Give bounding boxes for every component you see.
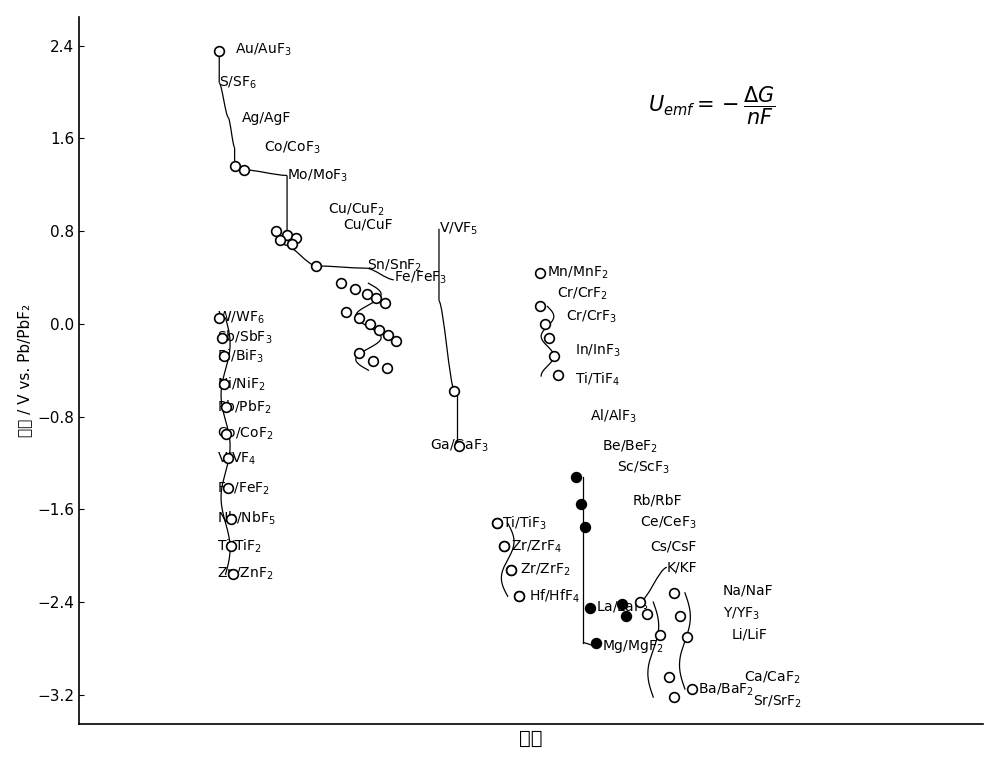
Text: Zn/ZnF$_2$: Zn/ZnF$_2$: [217, 566, 273, 582]
Text: Rb/RbF: Rb/RbF: [632, 493, 682, 507]
Text: Ti/TiF$_2$: Ti/TiF$_2$: [217, 538, 261, 555]
Text: Co/CoF$_2$: Co/CoF$_2$: [217, 426, 273, 442]
Text: Zr/ZrF$_4$: Zr/ZrF$_4$: [511, 539, 562, 555]
Text: Sb/SbF$_3$: Sb/SbF$_3$: [217, 329, 272, 347]
Text: Li/LiF: Li/LiF: [732, 627, 768, 642]
Text: Ba/BaF$_2$: Ba/BaF$_2$: [698, 682, 755, 698]
Text: K/KF: K/KF: [667, 560, 697, 575]
Text: Nb/NbF$_5$: Nb/NbF$_5$: [217, 510, 275, 527]
Text: Ga/GaF$_3$: Ga/GaF$_3$: [430, 438, 489, 454]
Text: Cu/CuF$_2$: Cu/CuF$_2$: [328, 202, 385, 219]
Text: $U_{emf} = -\dfrac{\Delta G}{nF}$: $U_{emf} = -\dfrac{\Delta G}{nF}$: [648, 85, 776, 127]
Text: Sr/SrF$_2$: Sr/SrF$_2$: [753, 694, 802, 710]
Text: Mo/MoF$_3$: Mo/MoF$_3$: [287, 168, 348, 184]
Text: Ca/CaF$_2$: Ca/CaF$_2$: [744, 669, 800, 685]
Text: Fe/FeF$_3$: Fe/FeF$_3$: [394, 269, 447, 285]
Text: Bi/BiF$_3$: Bi/BiF$_3$: [217, 347, 263, 365]
Text: Zr/ZrF$_2$: Zr/ZrF$_2$: [520, 562, 571, 578]
Text: La/LaF$_3$: La/LaF$_3$: [596, 600, 649, 616]
Text: Co/CoF$_3$: Co/CoF$_3$: [264, 139, 321, 156]
Text: Ag/AgF: Ag/AgF: [242, 110, 291, 125]
Text: Ni/NiF$_2$: Ni/NiF$_2$: [217, 376, 265, 393]
Text: V/VF$_5$: V/VF$_5$: [439, 220, 478, 237]
Text: Ti/TiF$_4$: Ti/TiF$_4$: [575, 371, 620, 388]
Text: Hf/HfF$_4$: Hf/HfF$_4$: [529, 588, 580, 605]
Text: Fe/FeF$_2$: Fe/FeF$_2$: [217, 480, 270, 496]
Text: S/SF$_6$: S/SF$_6$: [219, 74, 257, 91]
Text: Sn/SnF$_2$: Sn/SnF$_2$: [367, 258, 422, 274]
Text: In/InF$_3$: In/InF$_3$: [575, 342, 621, 359]
Text: Be/BeF$_2$: Be/BeF$_2$: [602, 438, 658, 455]
Text: Cs/CsF: Cs/CsF: [651, 539, 697, 553]
Text: Cr/CrF$_3$: Cr/CrF$_3$: [566, 309, 617, 325]
Text: Mn/MnF$_2$: Mn/MnF$_2$: [547, 265, 609, 281]
Text: Cr/CrF$_2$: Cr/CrF$_2$: [557, 285, 607, 302]
Text: Y/YF$_3$: Y/YF$_3$: [723, 605, 760, 622]
Text: Na/NaF: Na/NaF: [723, 584, 774, 597]
Text: W/WF$_6$: W/WF$_6$: [217, 310, 264, 326]
Y-axis label: 电位 / V vs. Pb/PbF₂: 电位 / V vs. Pb/PbF₂: [17, 304, 32, 437]
Text: V/VF$_4$: V/VF$_4$: [217, 450, 256, 467]
X-axis label: 材料: 材料: [519, 729, 543, 748]
Text: Cu/CuF: Cu/CuF: [343, 217, 393, 231]
Text: Au/AuF$_3$: Au/AuF$_3$: [235, 42, 291, 58]
Text: Al/AlF$_3$: Al/AlF$_3$: [590, 408, 637, 425]
Text: Mg/MgF$_2$: Mg/MgF$_2$: [602, 637, 663, 655]
Text: Pb/PbF$_2$: Pb/PbF$_2$: [217, 399, 271, 416]
Text: Ce/CeF$_3$: Ce/CeF$_3$: [640, 515, 696, 532]
Text: Sc/ScF$_3$: Sc/ScF$_3$: [617, 460, 670, 476]
Text: Ti/TiF$_3$: Ti/TiF$_3$: [502, 515, 547, 532]
